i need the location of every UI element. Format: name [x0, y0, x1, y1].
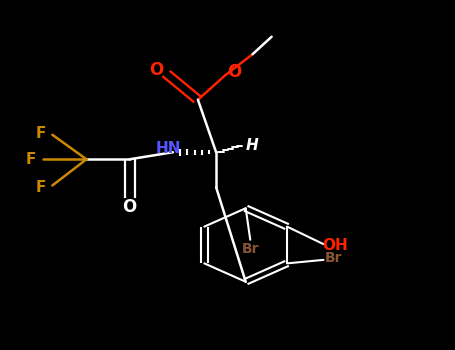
Text: OH: OH [322, 238, 348, 253]
Text: O: O [122, 197, 137, 216]
Text: Br: Br [242, 242, 259, 256]
Text: HN: HN [156, 141, 181, 156]
Text: F: F [36, 180, 46, 195]
Text: O: O [149, 61, 163, 79]
Text: F: F [25, 152, 35, 167]
Text: H: H [246, 138, 259, 153]
Text: F: F [36, 126, 46, 140]
Text: O: O [228, 63, 242, 81]
Text: Br: Br [325, 251, 343, 265]
